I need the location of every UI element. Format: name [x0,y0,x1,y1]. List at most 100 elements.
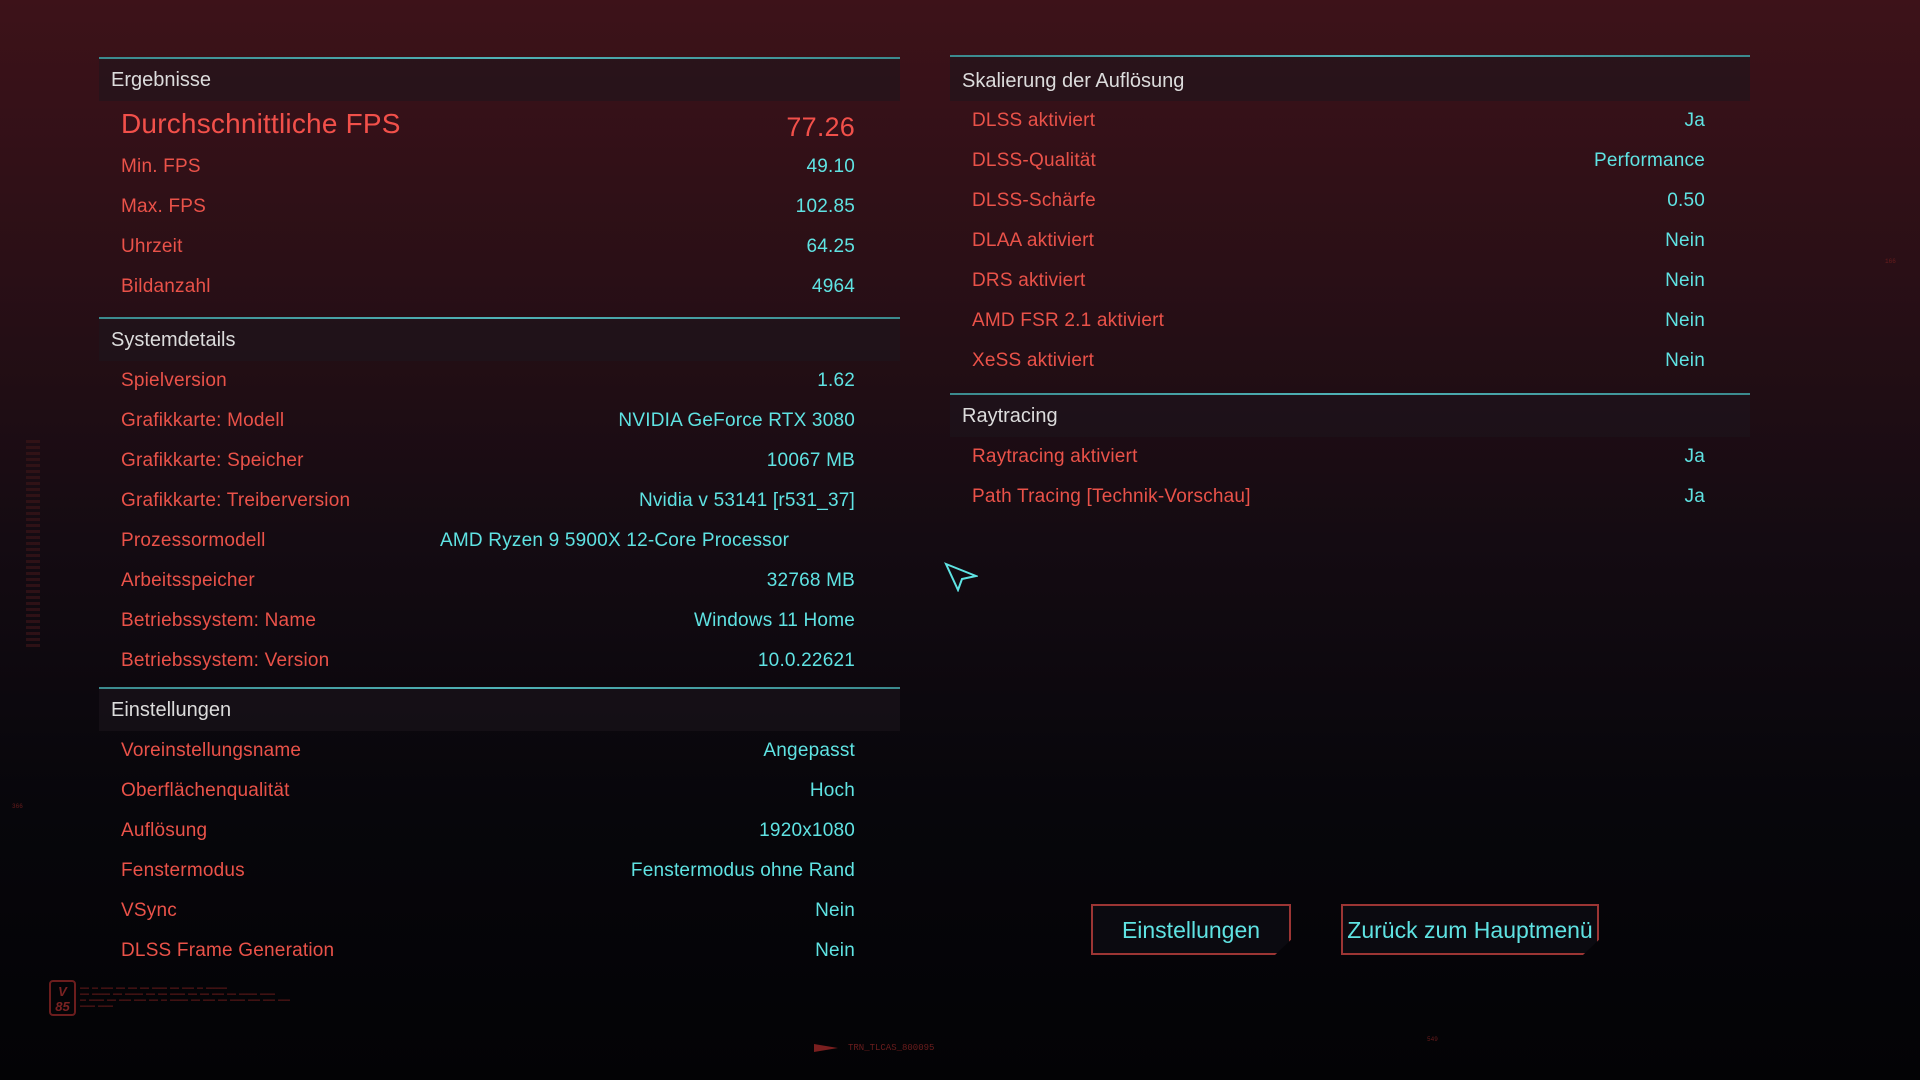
section-title: Ergebnisse [99,59,900,101]
stat-value: Angepasst [763,740,855,761]
stat-label: DLAA aktiviert [972,230,1095,251]
stat-row: Voreinstellungsname Angepasst [99,731,900,771]
stat-value: Ja [1684,486,1705,507]
code-label: TRN_TLCAS_800095 [848,1043,935,1053]
back-to-main-menu-button[interactable]: Zurück zum Hauptmenü [1341,904,1599,955]
stat-label: Grafikkarte: Speicher [121,450,304,471]
stat-row: AMD FSR 2.1 aktiviert Nein [950,301,1750,341]
stat-label: DLSS-Qualität [972,150,1097,171]
stat-label: DLSS Frame Generation [121,940,335,961]
stat-label: Oberflächenqualität [121,780,290,801]
stat-label: Arbeitsspeicher [121,570,255,591]
stat-row: DLSS-Qualität Performance [950,141,1750,181]
stat-label: Min. FPS [121,156,201,177]
stat-label: XeSS aktiviert [972,350,1095,371]
stat-label: Prozessormodell [121,530,266,551]
stat-row: Raytracing aktiviert Ja [950,437,1750,477]
stat-row: DLAA aktiviert Nein [950,221,1750,261]
stat-value: 1920x1080 [759,820,855,841]
stat-label: Spielversion [121,370,227,391]
stat-label: Path Tracing [Technik-Vorschau] [972,486,1251,507]
stat-value: 10067 MB [766,450,855,471]
stat-row: Grafikkarte: Modell NVIDIA GeForce RTX 30… [99,401,900,441]
stat-label: Betriebssystem: Name [121,610,317,631]
section-title: Systemdetails [99,319,900,361]
stat-value: Nein [1665,270,1705,291]
stat-row: DRS aktiviert Nein [950,261,1750,301]
section-title: Raytracing [950,395,1750,437]
stat-value: 0.50 [1667,190,1705,211]
stat-value: 4964 [811,276,855,297]
stat-label: Raytracing aktiviert [972,446,1138,467]
stat-value: Windows 11 Home [693,610,855,631]
stat-row: Min. FPS 49.10 [99,147,900,187]
stat-label: DRS aktiviert [972,270,1086,291]
stat-value: 32768 MB [766,570,855,591]
stat-row: Spielversion 1.62 [99,361,900,401]
stat-label: Uhrzeit [121,236,183,257]
version-badge: V 85 [49,980,76,1016]
stat-value: Nein [1665,230,1705,251]
stat-row: Max. FPS 102.85 [99,187,900,227]
stat-value: Performance [1594,150,1705,171]
stat-row: Fenstermodus Fenstermodus ohne Rand [99,851,900,891]
divider [950,55,1750,57]
tag-right: 549 [1427,1036,1438,1043]
stat-label: Voreinstellungsname [121,740,302,761]
stat-label: Max. FPS [121,196,207,217]
stat-row: Grafikkarte: Treiberversion Nvidia v 5314… [99,481,900,521]
stat-row: DLSS Frame Generation Nein [99,931,900,971]
stat-row: Betriebssystem: Name Windows 11 Home [99,601,900,641]
stat-row: Prozessormodell AMD Ryzen 9 5900X 12-Core… [99,521,900,561]
stat-label: Fenstermodus [121,860,245,881]
stat-label: Auflösung [121,820,208,841]
divider [99,317,900,319]
stat-value: Nein [815,940,855,961]
settings-button[interactable]: Einstellungen [1091,904,1291,955]
stat-label: AMD FSR 2.1 aktiviert [972,310,1165,331]
stat-row: VSync Nein [99,891,900,931]
stat-value: 1.62 [817,370,855,391]
stat-label: VSync [121,900,177,921]
stat-value: 64.25 [806,236,855,257]
stat-label: DLSS-Schärfe [972,190,1096,211]
legal-text: ▬▬▬ ▬▬ ▬▬▬▬ ▬▬▬ ▬▬▬ ▬▬▬ ▬▬▬▬▬ ▬▬▬ ▬▬▬▬ ▬… [80,985,291,1009]
stat-row: Auflösung 1920x1080 [99,811,900,851]
stat-label: Bildanzahl [121,276,211,297]
stat-row: Grafikkarte: Speicher 10067 MB [99,441,900,481]
stat-value: Nein [1665,350,1705,371]
stat-value: Hoch [809,780,855,801]
stat-label: Betriebssystem: Version [121,650,330,671]
stat-row: Uhrzeit 64.25 [99,227,900,267]
pointer-arrow-icon [944,562,978,592]
stat-row: XeSS aktiviert Nein [950,341,1750,381]
scaling-panel: Skalierung der Auflösung DLSS aktiviert J… [950,55,1750,517]
divider [950,393,1750,395]
stat-value: Nein [815,900,855,921]
stat-value: Fenstermodus ohne Rand [630,860,855,881]
section-title: Skalierung der Auflösung [950,57,1750,101]
stat-value: Nvidia v 53141 [r531_37] [638,490,855,511]
avg-fps-row: Durchschnittliche FPS 77.26 [99,101,900,147]
stat-value: AMD Ryzen 9 5900X 12-Core Processor [440,530,790,551]
tag-top-right: 166 [1885,258,1896,265]
results-panel: Ergebnisse Durchschnittliche FPS 77.26 M… [99,57,900,971]
stat-value: 10.0.22621 [757,650,855,671]
divider [99,57,900,59]
section-title: Einstellungen [99,689,900,731]
stat-value: Ja [1684,110,1705,131]
stat-row: DLSS aktiviert Ja [950,101,1750,141]
divider [99,687,900,689]
stat-label: Grafikkarte: Modell [121,410,285,431]
stat-value: NVIDIA GeForce RTX 3080 [618,410,855,431]
stat-value: Ja [1684,446,1705,467]
stat-value: Nein [1665,310,1705,331]
stat-row: Betriebssystem: Version 10.0.22621 [99,641,900,681]
stat-row: Bildanzahl 4964 [99,267,900,307]
stat-label: Grafikkarte: Treiberversion [121,490,351,511]
avg-fps-label: Durchschnittliche FPS [121,108,401,139]
triangle-flag-icon [814,1044,838,1052]
stat-row: Oberflächenqualität Hoch [99,771,900,811]
stat-row: DLSS-Schärfe 0.50 [950,181,1750,221]
stat-row: Path Tracing [Technik-Vorschau] Ja [950,477,1750,517]
